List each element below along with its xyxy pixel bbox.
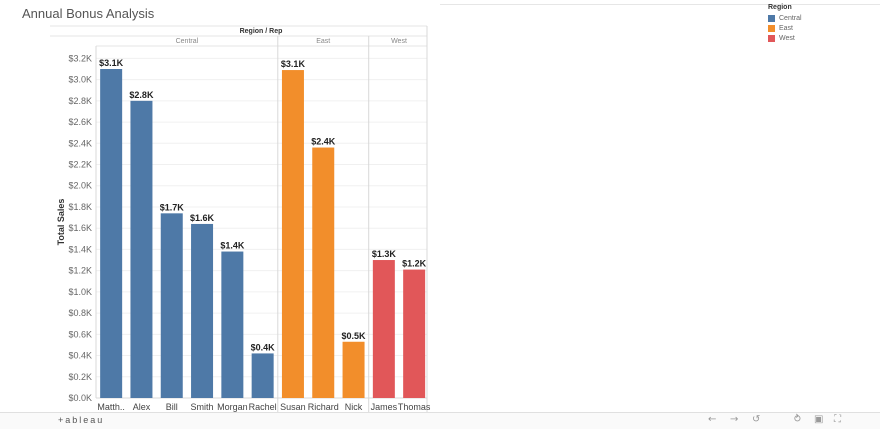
fullscreen-icon[interactable]: ⛶	[834, 414, 841, 425]
share-icon[interactable]: ⥁	[794, 414, 801, 425]
data-label: $1.7K	[160, 202, 185, 212]
data-label: $1.2K	[402, 259, 427, 269]
y-tick-label: $0.6K	[68, 329, 92, 339]
bar-smith	[191, 223, 214, 398]
y-tick-label: $3.0K	[68, 75, 92, 85]
data-label: $1.3K	[372, 249, 397, 259]
x-tick-label: Thomas	[398, 402, 431, 412]
bar-matth	[100, 69, 123, 398]
y-tick-label: $1.0K	[68, 287, 92, 297]
y-tick-label: $2.6K	[68, 117, 92, 127]
bar-chart: Region / Rep $0.0K $0.2K $0.4K $0.6K $0.8K $1.…	[50, 25, 431, 412]
bar-morgan	[221, 251, 244, 398]
y-tick-label: $0.4K	[68, 351, 92, 361]
legend-item-west[interactable]: West	[768, 33, 802, 43]
y-tick-label: $2.4K	[68, 138, 92, 148]
bar-susan	[281, 70, 304, 399]
tableau-logo[interactable]: +ableau	[58, 415, 105, 425]
y-tick-label: $0.2K	[68, 372, 92, 382]
bar-thomas	[403, 269, 426, 398]
legend-label-east: East	[779, 24, 794, 32]
data-label: $0.4K	[251, 342, 276, 352]
bar-james	[372, 260, 395, 398]
bar-nick	[342, 341, 365, 398]
top-divider	[440, 4, 880, 5]
x-tick-label: Rachel	[249, 402, 277, 412]
x-tick-label: Susan	[280, 402, 306, 412]
data-label: $0.5K	[342, 331, 367, 341]
x-tick-label: Smith	[191, 402, 214, 412]
x-tick-label: Richard	[308, 402, 339, 412]
y-tick-label: $0.8K	[68, 308, 92, 318]
legend-swatch-central	[768, 14, 775, 22]
group-label-east: East	[316, 38, 330, 45]
y-tick-label: $0.0K	[68, 393, 92, 403]
page-title: Annual Bonus Analysis	[22, 6, 155, 21]
y-tick-label: $1.2K	[68, 266, 92, 276]
y-tick-label: $1.8K	[68, 202, 92, 212]
redo-icon[interactable]: →	[730, 414, 739, 425]
y-tick-label: $3.2K	[68, 53, 92, 63]
x-tick-label: James	[371, 402, 398, 412]
legend-title: Region	[768, 4, 792, 11]
y-tick-label: $2.8K	[68, 96, 92, 106]
bar-alex	[130, 100, 153, 398]
legend-item-east[interactable]: East	[768, 23, 802, 33]
legend-swatch-west	[768, 34, 775, 42]
x-tick-label: Nick	[345, 402, 363, 412]
x-tick-label: Bill	[166, 402, 178, 412]
y-tick-label: $2.2K	[68, 160, 92, 170]
data-label: $1.6K	[190, 213, 215, 223]
data-label: $3.1K	[281, 59, 306, 69]
y-axis-label: Total Sales	[56, 199, 66, 246]
y-tick-label: $1.6K	[68, 223, 92, 233]
bar-richard	[312, 147, 335, 398]
group-label-central: Central	[176, 38, 199, 45]
data-label: $2.4K	[311, 137, 336, 147]
x-tick-label: Alex	[133, 402, 151, 412]
undo-icon[interactable]: ←	[708, 414, 717, 425]
y-tick-label: $1.4K	[68, 244, 92, 254]
legend-label-central: Central	[779, 14, 802, 22]
legend-label-west: West	[779, 34, 795, 42]
data-label: $2.8K	[129, 90, 154, 100]
group-label-west: West	[391, 38, 407, 45]
bar-bill	[160, 213, 183, 398]
footer-toolbar: +ableau ← → ↺ ⥁ ▣ ⛶	[0, 412, 880, 429]
header-title: Region / Rep	[240, 28, 283, 35]
x-tick-label: Matth..	[97, 402, 125, 412]
data-label: $1.4K	[220, 241, 245, 251]
x-tick-label: Morgan	[217, 402, 248, 412]
data-label: $3.1K	[99, 58, 124, 68]
legend-swatch-east	[768, 24, 775, 32]
device-preview-icon[interactable]: ▣	[814, 414, 824, 425]
y-tick-label: $2.0K	[68, 181, 92, 191]
revert-icon[interactable]: ↺	[752, 414, 761, 425]
legend-item-central[interactable]: Central	[768, 13, 802, 23]
legend[interactable]: Region Central East West	[768, 4, 802, 43]
bar-rachel	[251, 353, 274, 398]
